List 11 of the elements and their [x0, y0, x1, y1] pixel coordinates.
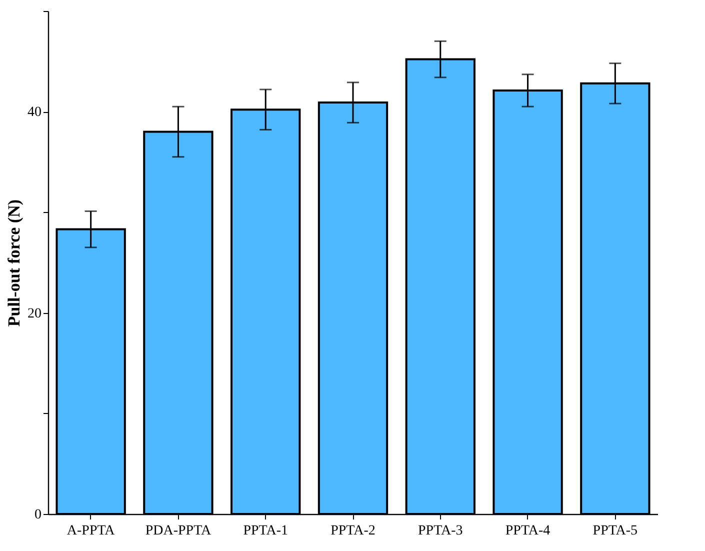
x-tick-label: PPTA-3 [418, 524, 463, 538]
x-tick-label: PDA-PPTA [145, 524, 212, 538]
x-tick-label: PPTA-2 [330, 524, 376, 538]
y-tick-label: 0 [34, 508, 42, 522]
y-tick-label: 40 [28, 105, 42, 120]
x-tick-label: PPTA-5 [592, 524, 638, 538]
x-tick-label: PPTA-1 [243, 524, 288, 538]
y-tick-label: 20 [28, 306, 42, 322]
y-axis-title: Pull-out force (N) [4, 199, 24, 327]
x-tick-label: A-PPTA [66, 524, 116, 538]
x-tick-label: PPTA-4 [505, 524, 550, 538]
